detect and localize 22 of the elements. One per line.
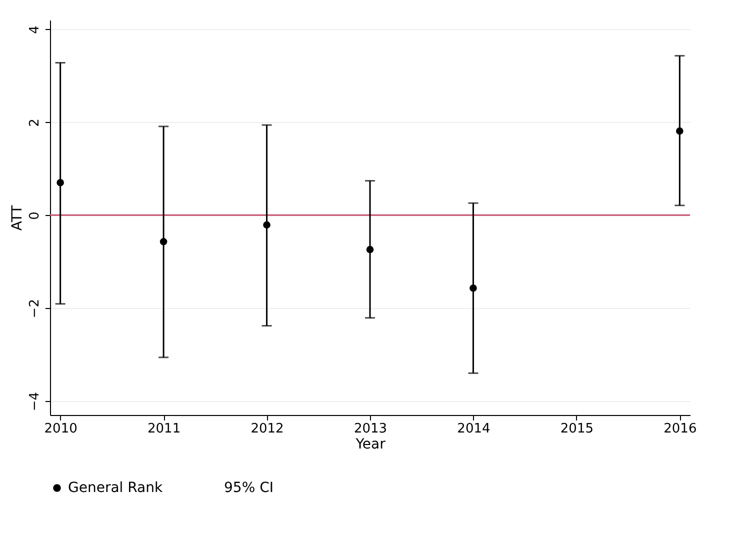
x-tick-label: 2016: [664, 422, 697, 436]
point: [263, 221, 270, 229]
point: [470, 284, 477, 292]
text: 95% CI: [224, 480, 274, 496]
y-tick-label: 4: [28, 26, 42, 34]
x-tick-label: 2010: [44, 422, 78, 436]
y-tick-label: 2: [28, 118, 42, 127]
x-tick-label: 2013: [354, 422, 388, 436]
x-tick-label: 2014: [457, 422, 490, 436]
legend-label: General Rank: [68, 480, 164, 496]
point: [160, 238, 168, 246]
y-tick-label: −4: [28, 392, 42, 412]
y-axis-title: ATT: [10, 204, 26, 231]
point: [366, 246, 374, 254]
point: [676, 127, 684, 135]
point: [56, 178, 64, 186]
y-tick-label: −2: [28, 299, 42, 318]
x-tick-label: 2015: [560, 422, 594, 436]
x-tick-label: 2012: [250, 422, 284, 436]
x-axis-title: Year: [354, 436, 386, 452]
y-tick-label: 0: [28, 212, 42, 220]
x-tick-label: 2011: [148, 422, 181, 436]
